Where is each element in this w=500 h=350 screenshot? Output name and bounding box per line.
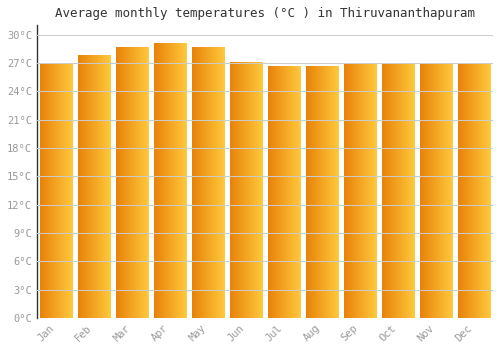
Title: Average monthly temperatures (°C ) in Thiruvananthapuram: Average monthly temperatures (°C ) in Th… [55,7,475,20]
